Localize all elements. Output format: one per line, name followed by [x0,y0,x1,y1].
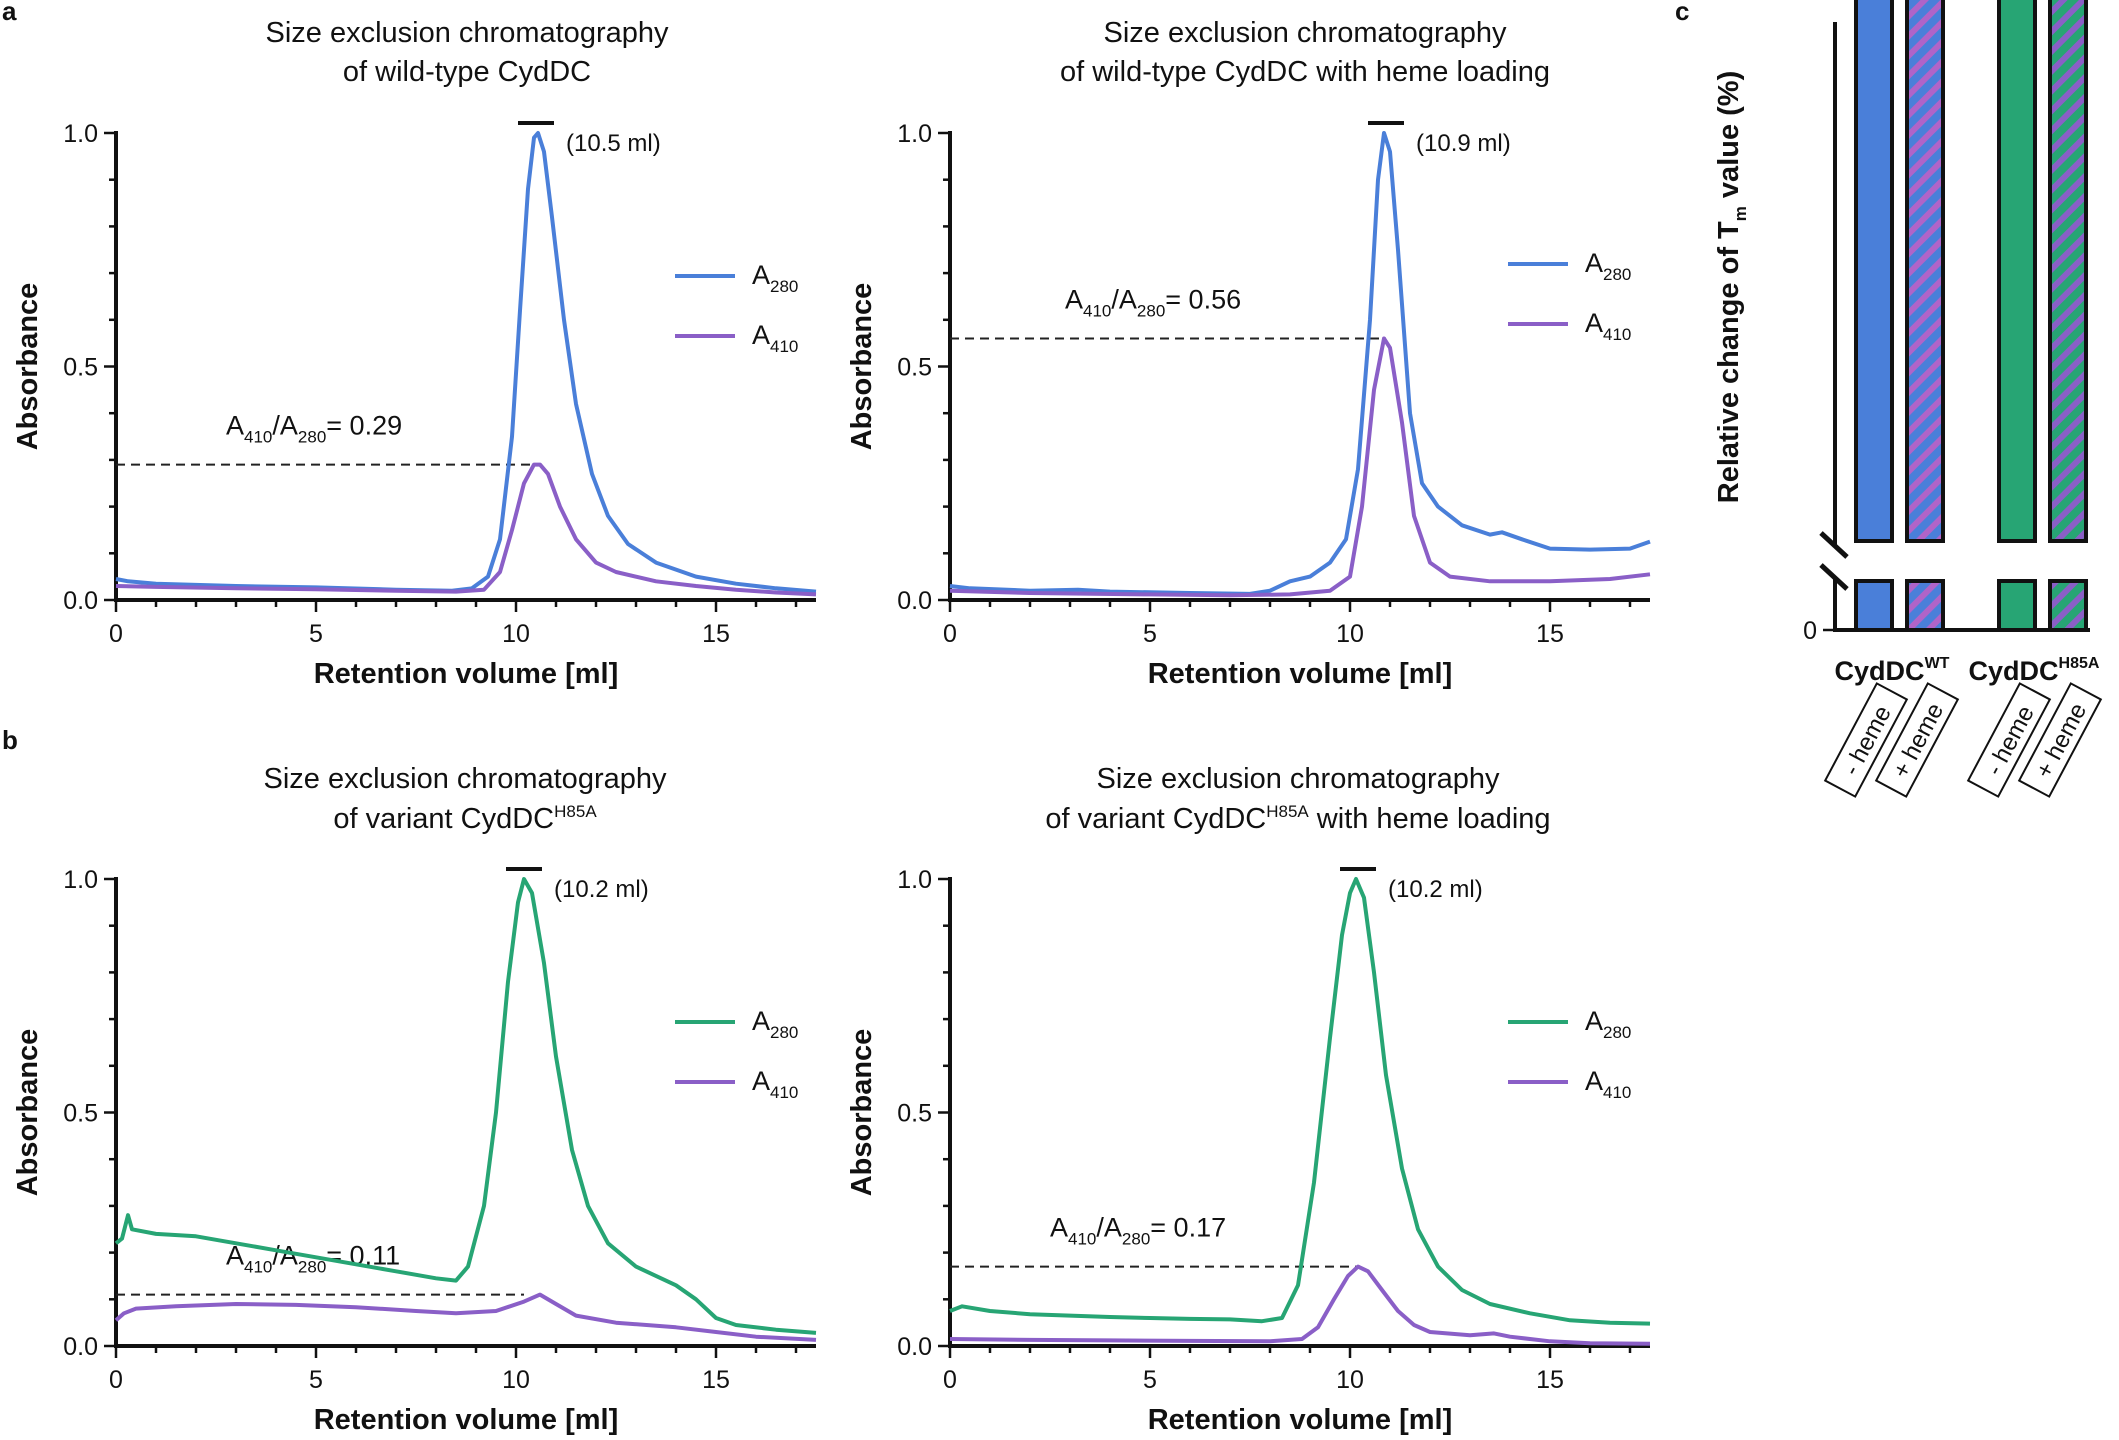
legend-label-a410: A410 [752,1066,798,1102]
peak-volume-label: (10.9 ml) [1416,130,1511,157]
x-tick-label: 5 [309,1366,323,1394]
bar-lower-1 [1905,579,1945,632]
chart-title-line-1: Size exclusion chromatography [1104,17,1507,49]
legend-label-a410: A410 [752,320,798,356]
bar-upper-2 [1997,0,2037,543]
y-axis-label: Absorbance [846,283,878,451]
panel-label-c: c [1675,0,1689,26]
y-tick-label: 1.0 [897,120,932,148]
series-line-a280 [949,131,1651,596]
chart-title-line-2: of wild-type CydDC with heme loading [1060,56,1550,88]
condition-box [2017,682,2103,798]
x-tick-label: 15 [1536,620,1564,648]
condition-box [1874,682,1960,798]
series-line-a280 [115,131,817,594]
sec-wt-chart: Size exclusion chromatography of wild-typ… [12,17,817,690]
condition-box [1823,682,1909,798]
x-tick-label: 0 [943,620,957,648]
y-tick-label: 0.5 [897,1100,932,1128]
y-tick-label: 1.0 [63,120,98,148]
y-axis-label: Relative change of Tm value (%) [1713,71,1750,504]
chart-title-line-2: of variant CydDCH85A with heme loading [1045,802,1550,835]
x-tick-label: 0 [109,1366,123,1394]
y-axis-label: Absorbance [12,1029,44,1197]
tm-bar-chart: 90951001050Relative change of Tm value (… [1713,0,2103,798]
x-tick-label: 15 [702,620,730,648]
group-label-0: CydDCWT [1835,655,1950,686]
chart-title-line-1: Size exclusion chromatography [264,763,667,795]
chart-title-line-2: of variant CydDCH85A [333,802,597,835]
x-tick-label: 10 [1336,620,1364,648]
group-label-1: CydDCH85A [1969,655,2100,686]
x-tick-label: 5 [1143,620,1157,648]
x-axis-label: Retention volume [ml] [1148,658,1453,690]
sec-wt-heme-chart: Size exclusion chromatography of wild-typ… [846,17,1651,690]
panel-label-a: a [2,0,17,26]
y-tick-label: 1.0 [897,866,932,894]
x-tick-label: 10 [1336,1366,1364,1394]
x-tick-label: 10 [502,620,530,648]
legend-label-a410: A410 [1585,1066,1631,1102]
y-axis-label: Absorbance [846,1029,878,1197]
x-axis-label: Retention volume [ml] [314,1404,619,1436]
x-tick-label: 5 [309,620,323,648]
bar-upper-0 [1854,0,1894,543]
bar-upper-3 [2048,0,2088,543]
legend-label-a280: A280 [752,1006,798,1042]
ratio-annotation: A410/A280= 0.29 [226,411,402,447]
series-line-a410 [114,1292,817,1342]
legend-label-a410: A410 [1585,308,1631,344]
y-axis-label: Absorbance [12,283,44,451]
x-axis-label: Retention volume [ml] [1148,1404,1453,1436]
y-tick-label: 1.0 [63,866,98,894]
x-tick-label: 15 [702,1366,730,1394]
legend-label-a280: A280 [1585,248,1631,284]
bar-lower-2 [1997,579,2037,632]
chart-title-line-2: of wild-type CydDC [343,56,591,88]
bar-upper-1 [1905,0,1945,544]
sec-h85a-heme-chart: Size exclusion chromatography of variant … [846,763,1651,1436]
axis-break-mark-upper [1819,531,1849,559]
peak-volume-label: (10.5 ml) [566,130,661,157]
panel-label-b: b [2,725,18,755]
peak-volume-label: (10.2 ml) [554,876,649,903]
bar-lower-3 [2048,579,2088,632]
condition-box [1966,682,2052,798]
x-tick-label: 10 [502,1366,530,1394]
ratio-annotation: A410/A280= 0.17 [1050,1213,1226,1249]
y-tick-label: 0.0 [63,587,98,615]
y-tick-label: 0.0 [897,1333,932,1361]
x-tick-label: 0 [943,1366,957,1394]
y-tick-label: 0.0 [897,587,932,615]
x-tick-label: 5 [1143,1366,1157,1394]
series-line-a280 [114,877,817,1335]
y-tick-label: 0.5 [897,354,932,382]
axis-break-mark-lower [1819,563,1849,591]
y-tick-label: 0.5 [63,354,98,382]
legend-label-a280: A280 [752,260,798,296]
y-tick-label-zero: 0 [1803,617,1817,645]
series-line-a280 [949,877,1651,1326]
series-line-a410 [949,1264,1651,1346]
series-line-a410 [115,462,817,597]
chart-title-line-1: Size exclusion chromatography [266,17,669,49]
x-tick-label: 15 [1536,1366,1564,1394]
y-tick-label: 0.5 [63,1100,98,1128]
chart-title-line-1: Size exclusion chromatography [1097,763,1500,795]
series-line-a410 [949,336,1651,598]
x-axis-label: Retention volume [ml] [314,658,619,690]
sec-h85a-chart: Size exclusion chromatography of variant … [12,763,817,1436]
legend-label-a280: A280 [1585,1006,1631,1042]
ratio-annotation: A410/A280= 0.56 [1065,284,1241,320]
bar-lower-0 [1854,579,1894,632]
y-tick-label: 0.0 [63,1333,98,1361]
peak-volume-label: (10.2 ml) [1388,876,1483,903]
x-tick-label: 0 [109,620,123,648]
